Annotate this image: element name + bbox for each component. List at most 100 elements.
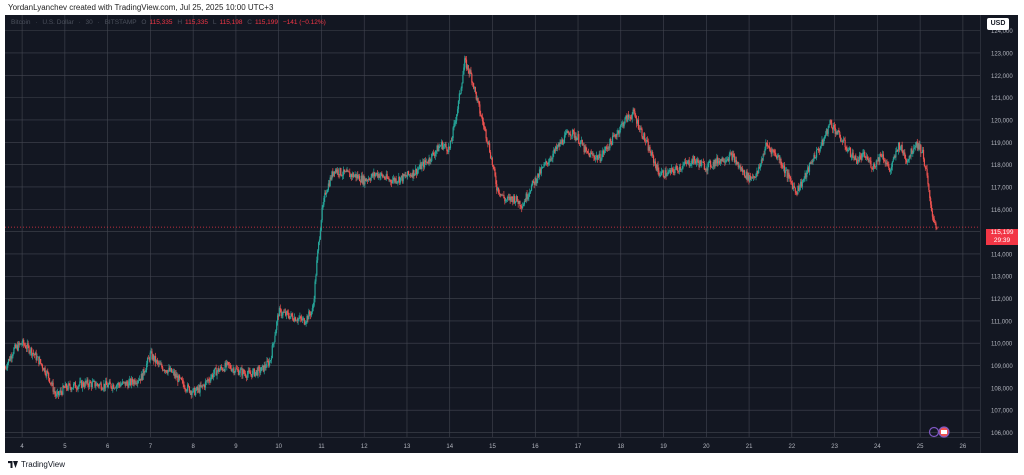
- chart-frame[interactable]: 106,000 107,000 108,000 109,000 110,000 111,0…: [5, 15, 1018, 453]
- currency-button[interactable]: USD: [987, 18, 1009, 30]
- candle-body: [116, 384, 118, 386]
- candle-body: [920, 145, 922, 154]
- candle-body: [411, 175, 413, 178]
- candle-body: [656, 164, 658, 171]
- candle-body: [648, 147, 650, 151]
- candle-body: [170, 368, 173, 373]
- candle-body: [209, 380, 211, 382]
- candle-body: [72, 387, 74, 389]
- candle-body: [289, 316, 291, 319]
- x-tick-label: 7: [149, 444, 153, 450]
- candle-body: [440, 145, 442, 147]
- candle-body: [512, 198, 514, 203]
- candle-body: [753, 176, 755, 178]
- candle-body: [871, 167, 873, 169]
- candle-body: [431, 153, 433, 161]
- candle-body: [8, 359, 11, 361]
- candle-body: [459, 93, 461, 94]
- candle-body: [279, 308, 281, 310]
- candle-body: [626, 115, 628, 122]
- candle-body: [533, 181, 535, 185]
- candle-body: [125, 381, 127, 386]
- candle-body: [82, 382, 84, 386]
- candle-body: [396, 181, 398, 183]
- candle-body: [130, 378, 133, 385]
- candle-body: [354, 174, 356, 176]
- candle-body: [481, 116, 484, 122]
- candle-body: [417, 168, 419, 170]
- candle-body: [715, 159, 717, 164]
- candle-body: [182, 380, 184, 385]
- candle-body: [602, 150, 604, 155]
- candle-body: [580, 140, 583, 142]
- y-tick-label: 117,000: [991, 185, 1013, 191]
- candle-body: [169, 367, 171, 372]
- candle-body: [611, 135, 614, 145]
- candle-body: [121, 384, 123, 385]
- candle-body: [177, 375, 179, 383]
- candle-body: [308, 311, 310, 320]
- candle-body: [455, 120, 457, 123]
- candle-body: [419, 163, 421, 168]
- candle-body: [271, 345, 273, 359]
- candle-body: [557, 143, 559, 147]
- candle-body: [32, 352, 35, 355]
- candle-body: [71, 388, 73, 391]
- candle-body: [536, 180, 538, 184]
- candle-body: [839, 132, 841, 138]
- candle-body: [747, 172, 749, 180]
- candle-body: [153, 355, 155, 361]
- event-markers[interactable]: [925, 426, 955, 438]
- candle-body: [472, 82, 474, 84]
- candle-body: [219, 366, 222, 370]
- candle-body: [222, 369, 224, 371]
- candle-body: [292, 315, 294, 320]
- candle-body: [881, 156, 883, 157]
- symbol-exchange: BITSTAMP: [104, 19, 137, 26]
- candle-body: [227, 361, 229, 363]
- candle-body: [849, 147, 852, 157]
- candle-body: [418, 167, 420, 169]
- y-tick-label: 119,000: [991, 141, 1013, 147]
- candle-body: [735, 160, 738, 165]
- candle-body: [701, 161, 704, 163]
- candle-body: [404, 175, 406, 177]
- candle-body: [268, 361, 270, 366]
- candle-body: [513, 196, 515, 203]
- candle-body: [223, 369, 225, 372]
- candle-body: [19, 343, 21, 345]
- candle-body: [81, 382, 84, 388]
- candle-body: [710, 166, 713, 168]
- candle-body: [401, 175, 403, 182]
- candle-body: [703, 162, 705, 170]
- candle-body: [764, 149, 766, 155]
- candle-body: [141, 373, 143, 380]
- candle-body: [290, 313, 292, 317]
- candle-body: [161, 364, 163, 368]
- candle-body: [924, 166, 926, 168]
- candle-body: [325, 192, 327, 195]
- candle-body: [372, 173, 374, 177]
- candle-body: [309, 314, 312, 316]
- candle-body: [662, 170, 664, 177]
- candle-body: [190, 390, 192, 396]
- candle-body: [385, 174, 387, 179]
- candle-body: [236, 369, 239, 370]
- candle-body: [25, 348, 27, 349]
- x-tick-label: 25: [917, 444, 924, 450]
- candle-body: [77, 386, 79, 390]
- candle-body: [207, 379, 209, 382]
- candle-body: [479, 104, 481, 114]
- candle-body: [811, 161, 813, 163]
- candle-body: [105, 381, 108, 385]
- candle-body: [814, 155, 816, 159]
- candle-body: [914, 145, 917, 148]
- candle-body: [295, 320, 297, 322]
- candle-body: [10, 356, 12, 359]
- candle-body: [342, 169, 345, 176]
- price-chart[interactable]: 106,000 107,000 108,000 109,000 110,000 111,0…: [5, 15, 1018, 453]
- candle-body: [725, 160, 727, 163]
- dividend-event-icon[interactable]: [928, 426, 940, 438]
- candle-body: [189, 390, 191, 393]
- tradingview-logo[interactable]: TradingView: [8, 460, 65, 469]
